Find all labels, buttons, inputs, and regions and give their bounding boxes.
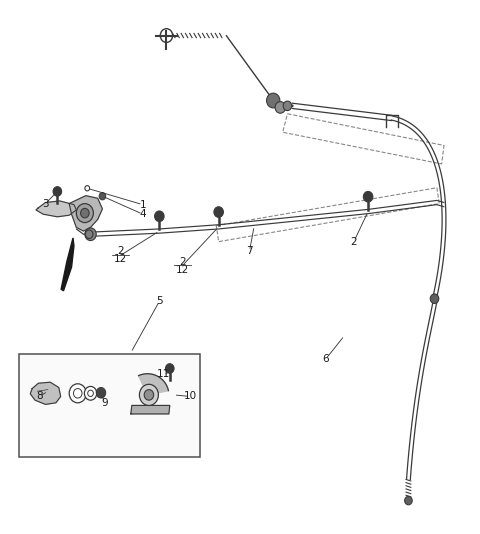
FancyBboxPatch shape (19, 354, 200, 457)
Text: 12: 12 (176, 265, 189, 274)
Circle shape (139, 384, 158, 405)
Text: 4: 4 (139, 209, 146, 219)
Circle shape (155, 211, 164, 222)
Circle shape (363, 191, 373, 202)
Circle shape (96, 388, 106, 398)
Text: 2: 2 (117, 246, 124, 256)
Text: 2: 2 (350, 237, 357, 247)
Circle shape (214, 207, 223, 217)
Polygon shape (61, 238, 74, 291)
Circle shape (166, 364, 174, 373)
Polygon shape (69, 195, 102, 231)
Text: 5: 5 (156, 296, 163, 307)
Text: 2: 2 (179, 257, 185, 266)
Circle shape (405, 496, 412, 505)
Circle shape (76, 203, 94, 223)
Text: 11: 11 (156, 369, 170, 379)
Circle shape (144, 390, 154, 400)
Text: 7: 7 (246, 246, 253, 256)
Circle shape (99, 192, 106, 200)
Circle shape (275, 101, 286, 113)
Circle shape (73, 389, 82, 398)
Circle shape (85, 186, 90, 191)
Polygon shape (139, 374, 168, 395)
Circle shape (88, 390, 94, 396)
Circle shape (283, 101, 292, 111)
Circle shape (430, 294, 439, 303)
Circle shape (69, 384, 86, 403)
Polygon shape (131, 405, 170, 414)
Text: 3: 3 (42, 199, 49, 209)
Text: 1: 1 (139, 200, 146, 210)
Text: 9: 9 (101, 398, 108, 408)
Text: 8: 8 (36, 391, 43, 402)
Text: 10: 10 (184, 391, 197, 402)
Circle shape (81, 208, 89, 218)
Circle shape (85, 230, 93, 239)
Text: 12: 12 (114, 254, 127, 264)
Polygon shape (30, 382, 60, 404)
Circle shape (160, 29, 173, 42)
Text: 6: 6 (322, 355, 329, 365)
Circle shape (85, 228, 96, 241)
Circle shape (266, 93, 280, 108)
Circle shape (84, 387, 96, 400)
Circle shape (53, 187, 61, 196)
Polygon shape (36, 201, 76, 217)
